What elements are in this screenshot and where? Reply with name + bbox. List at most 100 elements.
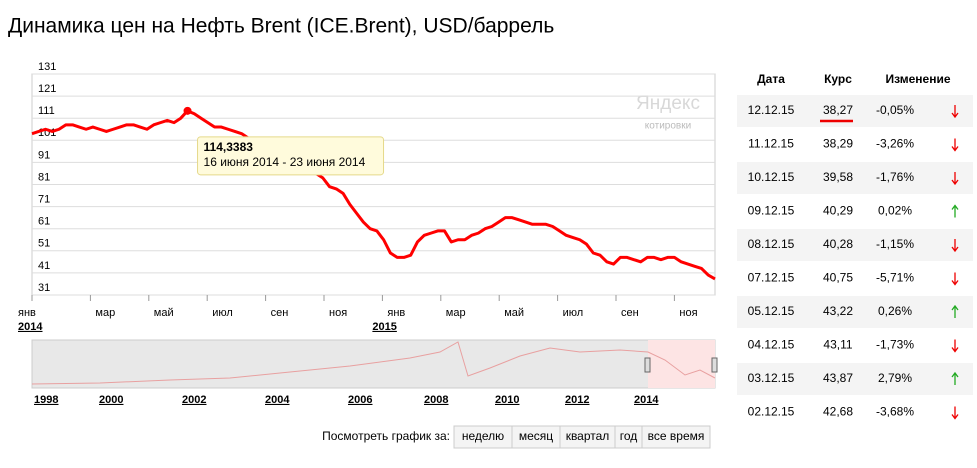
- change-arrow: [951, 105, 959, 119]
- table-cell: -1,15%: [876, 237, 914, 251]
- navigator-line: [31, 341, 716, 385]
- table-cell: 0,26%: [878, 304, 912, 318]
- y-tick-label: 71: [38, 194, 50, 206]
- period-button-label[interactable]: месяц: [519, 429, 553, 443]
- logo-sub: котировки: [645, 121, 691, 132]
- table-cell: -5,71%: [876, 271, 914, 285]
- table-cell: 03.12.15: [748, 371, 795, 385]
- y-tick-label: 41: [38, 260, 50, 272]
- navigator-year: 2008: [424, 394, 448, 406]
- table-cell: 12.12.15: [748, 103, 795, 117]
- table-row: [737, 195, 973, 228]
- period-button[interactable]: [641, 425, 711, 449]
- table-cell: 43,87: [823, 371, 853, 385]
- y-tick-label: 81: [38, 171, 50, 183]
- table-cell: 40,28: [823, 237, 853, 251]
- navigator: [31, 339, 718, 389]
- table-cell: 43,11: [823, 338, 852, 352]
- y-tick-label: 61: [38, 216, 50, 228]
- table-row: [737, 296, 973, 328]
- table-header: Изменение: [885, 72, 950, 86]
- change-arrow: [951, 339, 959, 353]
- tooltip-date: 16 июня 2014 - 23 июня 2014: [204, 155, 366, 169]
- navigator-handle[interactable]: [644, 357, 651, 373]
- period-label: Посмотреть график за:: [322, 429, 450, 443]
- table-cell: 04.12.15: [748, 338, 795, 352]
- change-arrow: [951, 138, 959, 152]
- table-cell: 09.12.15: [748, 204, 795, 218]
- price-line: [31, 109, 716, 281]
- navigator-year: 2012: [565, 394, 589, 406]
- table-row: [737, 162, 973, 194]
- x-tick-label: сен: [271, 307, 289, 319]
- navigator-year: 2010: [495, 394, 519, 406]
- x-tick-label: ноя: [329, 307, 347, 319]
- y-tick-label: 91: [38, 149, 50, 161]
- y-tick-label: 111: [38, 105, 55, 117]
- x-year-label: 2015: [372, 321, 396, 333]
- x-tick-label: янв: [18, 307, 36, 319]
- table-header: Дата: [757, 72, 785, 86]
- table-cell: -3,68%: [876, 405, 914, 419]
- navigator-year: 2000: [99, 394, 123, 406]
- navigator-bg: [31, 339, 716, 389]
- x-tick-label: ноя: [679, 307, 697, 319]
- table-cell: -3,26%: [876, 137, 914, 151]
- x-tick-label: сен: [621, 307, 639, 319]
- table-cell: 07.12.15: [748, 271, 795, 285]
- table-cell: 39,58: [823, 170, 853, 184]
- navigator-year: 2004: [265, 394, 290, 406]
- table-row: [737, 128, 973, 161]
- tooltip-value: 114,3383: [204, 140, 254, 154]
- table-cell: 08.12.15: [748, 237, 795, 251]
- logo: Яндекс: [636, 93, 700, 114]
- x-tick-label: июл: [563, 307, 584, 319]
- x-tick-label: май: [154, 307, 174, 319]
- table-cell: 2,79%: [878, 371, 912, 385]
- navigator-year: 2006: [348, 394, 372, 406]
- y-tick-label: 51: [38, 238, 50, 250]
- table-row: [737, 229, 973, 261]
- change-arrow: [951, 172, 959, 186]
- period-button-label[interactable]: квартал: [566, 429, 610, 443]
- change-arrow: [951, 371, 959, 385]
- table-row: [737, 95, 973, 127]
- table-cell: 38,27: [823, 103, 853, 117]
- table-header: Курс: [824, 72, 852, 86]
- change-arrow: [951, 304, 959, 318]
- change-arrow: [951, 272, 959, 286]
- table-row: [737, 396, 973, 429]
- chart-title: Динамика цен на Нефть Brent (ICE.Brent),…: [8, 15, 554, 38]
- navigator-handle[interactable]: [711, 357, 718, 373]
- period-button-label[interactable]: все время: [648, 429, 705, 443]
- y-tick-label: 121: [38, 83, 56, 95]
- navigator-year: 2014: [634, 394, 659, 406]
- table-cell: -0,05%: [876, 103, 914, 117]
- tooltip: [197, 136, 385, 176]
- period-button-label[interactable]: год: [620, 429, 638, 443]
- table-cell: 40,75: [823, 271, 853, 285]
- table-cell: 11.12.15: [748, 137, 794, 151]
- x-tick-label: мар: [95, 307, 115, 319]
- x-year-label: 2014: [18, 321, 43, 333]
- navigator-window: [648, 340, 715, 388]
- y-tick-label: 31: [38, 282, 50, 294]
- period-button-label[interactable]: неделю: [462, 429, 504, 443]
- table-row: [737, 262, 973, 295]
- navigator-year: 2002: [182, 394, 206, 406]
- table-row: [737, 363, 973, 395]
- point-marker: [183, 106, 192, 115]
- table-row: [737, 329, 973, 362]
- table-cell: 38,29: [823, 137, 853, 151]
- change-arrow: [951, 406, 959, 420]
- x-tick-label: июл: [212, 307, 233, 319]
- navigator-year: 1998: [34, 394, 58, 406]
- table-cell: 10.12.15: [748, 170, 795, 184]
- table-cell: 0,02%: [878, 204, 912, 218]
- table-cell: 43,22: [823, 304, 853, 318]
- table-cell: -1,73%: [876, 338, 914, 352]
- x-tick-label: май: [504, 307, 524, 319]
- x-tick-label: мар: [446, 307, 466, 319]
